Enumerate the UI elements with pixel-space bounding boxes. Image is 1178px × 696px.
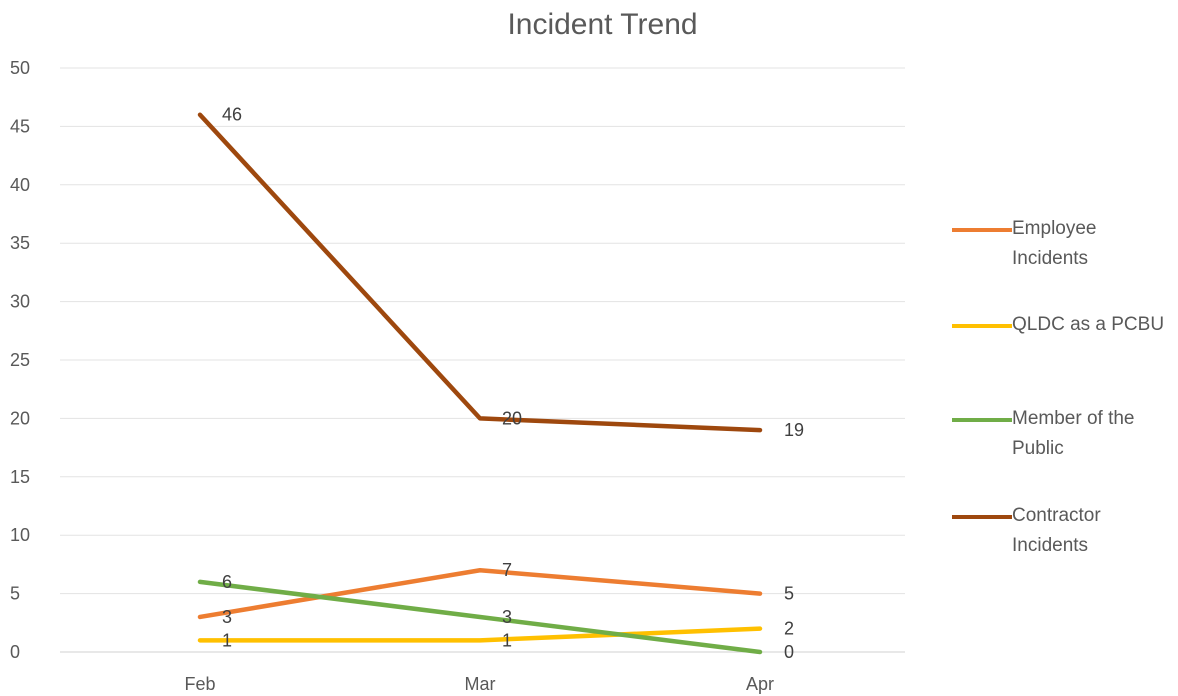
data-label: 1 (502, 630, 512, 650)
x-tick-label: Apr (746, 674, 774, 694)
y-tick-label: 10 (10, 525, 30, 545)
data-label: 3 (222, 607, 232, 627)
y-tick-label: 40 (10, 175, 30, 195)
y-tick-label: 0 (10, 642, 20, 662)
data-label: 1 (222, 630, 232, 650)
legend-swatch (952, 418, 1012, 422)
data-label: 7 (502, 560, 512, 580)
legend-label: Contractor Incidents (1012, 505, 1101, 556)
data-label: 2 (784, 619, 794, 639)
y-tick-label: 35 (10, 233, 30, 253)
y-tick-label: 50 (10, 58, 30, 78)
series-line (197, 112, 763, 433)
legend-label: QLDC as a PCBU (1012, 314, 1165, 335)
legend-item: Employee Incidents (952, 216, 1172, 274)
y-tick-label: 25 (10, 350, 30, 370)
legend-swatch (952, 515, 1012, 519)
legend-item: Member of the Public (952, 406, 1172, 464)
series-line (197, 626, 763, 643)
series-line (197, 579, 763, 655)
legend-item: QLDC as a PCBU (952, 312, 1172, 340)
legend-label: Member of the Public (1012, 408, 1135, 459)
data-label: 5 (784, 584, 794, 604)
y-tick-label: 30 (10, 292, 30, 312)
data-label: 19 (784, 420, 804, 440)
data-label: 6 (222, 572, 232, 592)
legend-label: Employee Incidents (1012, 218, 1097, 269)
x-tick-label: Mar (465, 674, 496, 694)
chart-title: Incident Trend (507, 8, 698, 41)
data-label: 46 (222, 105, 242, 125)
data-label: 20 (502, 408, 522, 428)
series-line (197, 567, 763, 620)
legend: Employee Incidents QLDC as a PCBU Member o… (952, 0, 1178, 696)
data-label: 3 (502, 607, 512, 627)
y-tick-label: 15 (10, 467, 30, 487)
legend-swatch (952, 228, 1012, 232)
y-tick-label: 20 (10, 408, 30, 428)
legend-item: Contractor Incidents (952, 503, 1172, 561)
y-tick-label: 45 (10, 116, 30, 136)
legend-swatch (952, 324, 1012, 328)
y-tick-label: 5 (10, 584, 20, 604)
data-label: 0 (784, 642, 794, 662)
x-tick-label: Feb (184, 674, 215, 694)
